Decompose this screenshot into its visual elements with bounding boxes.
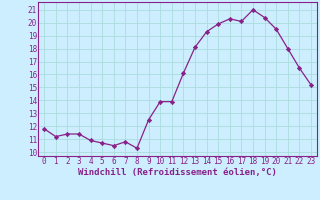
X-axis label: Windchill (Refroidissement éolien,°C): Windchill (Refroidissement éolien,°C): [78, 168, 277, 177]
